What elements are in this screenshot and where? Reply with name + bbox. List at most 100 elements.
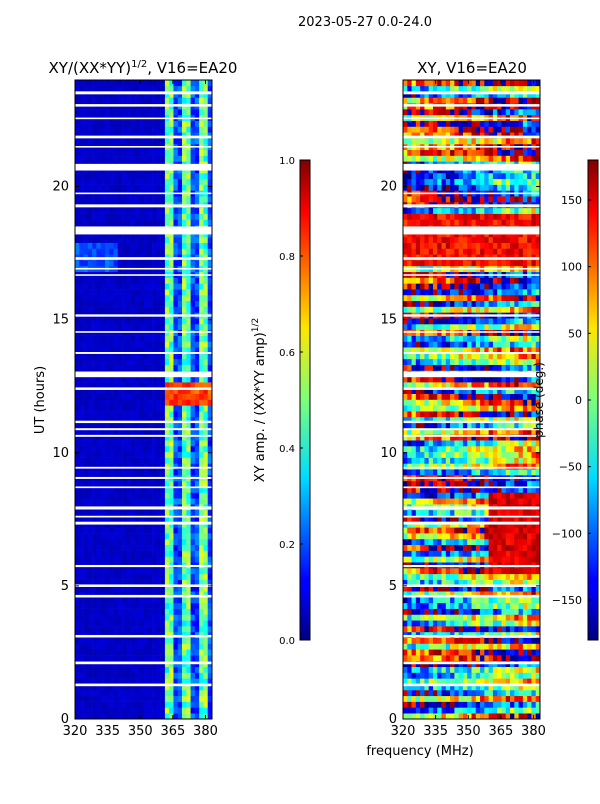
heat-cell xyxy=(143,626,149,633)
heat-cell xyxy=(147,289,153,296)
heat-cell xyxy=(432,631,438,638)
heat-cell xyxy=(428,550,434,557)
figure-suptitle: 2023-05-27 0.0-24.0 xyxy=(298,15,432,30)
heat-cell xyxy=(199,353,204,360)
heat-cell xyxy=(92,91,97,98)
heat-cell xyxy=(510,608,515,615)
heat-cell xyxy=(207,620,213,627)
heat-cell xyxy=(160,480,166,487)
heat-cell xyxy=(126,260,131,267)
heat-cell xyxy=(194,399,200,406)
heat-cell xyxy=(100,608,106,615)
heat-cell xyxy=(113,120,119,127)
heat-cell xyxy=(109,678,114,685)
heat-cell xyxy=(164,178,170,185)
heat-cell xyxy=(194,91,200,98)
heat-cell xyxy=(96,329,101,336)
heat-cell xyxy=(203,411,209,418)
heat-cell xyxy=(471,695,477,702)
heat-cell xyxy=(100,178,106,185)
heat-cell xyxy=(134,85,140,92)
heat-cell xyxy=(109,695,114,702)
heat-cell xyxy=(156,126,161,133)
heat-cell xyxy=(407,689,412,697)
heat-cell xyxy=(130,294,136,302)
heat-cell xyxy=(152,428,157,435)
heat-cell xyxy=(445,626,451,633)
heat-cell xyxy=(134,387,140,394)
heat-cell xyxy=(441,538,447,546)
heat-cell xyxy=(117,347,123,354)
heat-cell xyxy=(428,591,434,598)
heat-cell xyxy=(109,701,114,708)
heat-cell xyxy=(83,236,89,243)
heat-cell xyxy=(147,538,153,546)
heat-cell xyxy=(527,480,532,487)
heat-cell xyxy=(164,416,170,424)
heat-cell xyxy=(484,689,489,697)
heat-cell xyxy=(104,318,110,325)
heat-cell xyxy=(522,498,528,505)
heat-cell xyxy=(79,620,84,627)
heat-cell xyxy=(126,97,131,104)
heat-cell xyxy=(100,428,106,435)
heat-cell xyxy=(92,480,97,487)
heat-cell xyxy=(199,306,204,313)
heat-cell xyxy=(152,445,157,453)
heat-cell xyxy=(190,573,196,580)
heat-cell xyxy=(104,364,110,371)
heat-cell xyxy=(83,382,89,389)
heat-cell xyxy=(173,643,179,650)
heat-cell xyxy=(203,91,209,98)
heat-cell xyxy=(424,637,429,644)
heat-cell xyxy=(177,643,183,650)
heat-cell xyxy=(484,655,489,662)
heat-cell xyxy=(156,283,161,290)
heat-cell xyxy=(83,597,89,604)
heat-cell xyxy=(203,120,209,127)
heat-cell xyxy=(130,178,136,185)
heat-cell xyxy=(109,236,114,243)
heat-cell xyxy=(190,329,196,336)
heat-cell xyxy=(96,80,101,87)
heat-cell xyxy=(87,608,93,615)
heat-cell xyxy=(117,149,123,156)
heat-cell xyxy=(92,213,97,220)
heat-cell xyxy=(182,376,187,383)
heat-cell xyxy=(480,649,485,656)
heat-cell xyxy=(156,289,161,296)
heat-cell xyxy=(134,132,140,139)
heat-cell xyxy=(134,649,140,656)
heat-cell xyxy=(160,631,166,638)
heat-cell xyxy=(79,318,84,325)
heat-cell xyxy=(109,91,114,98)
heat-cell xyxy=(182,329,187,336)
heat-cell xyxy=(454,695,459,702)
heat-cell xyxy=(96,399,101,406)
heat-cell xyxy=(454,631,459,638)
heat-cell xyxy=(122,196,127,203)
heat-cell xyxy=(207,602,213,609)
heat-cell xyxy=(424,457,429,464)
heat-cell xyxy=(100,620,106,627)
heat-cell xyxy=(109,283,114,290)
heat-cell xyxy=(458,713,464,720)
heat-cell xyxy=(152,172,157,180)
heat-cell xyxy=(143,445,149,453)
heat-cell xyxy=(113,440,119,447)
heat-cell xyxy=(510,527,515,534)
heat-cell xyxy=(492,707,498,714)
heat-cell xyxy=(130,120,136,127)
heat-cell xyxy=(92,132,97,139)
heat-cell xyxy=(117,91,123,98)
heat-cell xyxy=(182,573,187,580)
heat-cell xyxy=(79,132,84,139)
heat-cell xyxy=(152,91,157,98)
heat-cell xyxy=(177,411,183,418)
heat-cell xyxy=(113,701,119,708)
heat-cell xyxy=(531,509,537,516)
heat-cell xyxy=(143,387,149,394)
heat-cell xyxy=(87,411,93,418)
heat-cell xyxy=(122,591,127,598)
heat-cell xyxy=(186,689,191,697)
